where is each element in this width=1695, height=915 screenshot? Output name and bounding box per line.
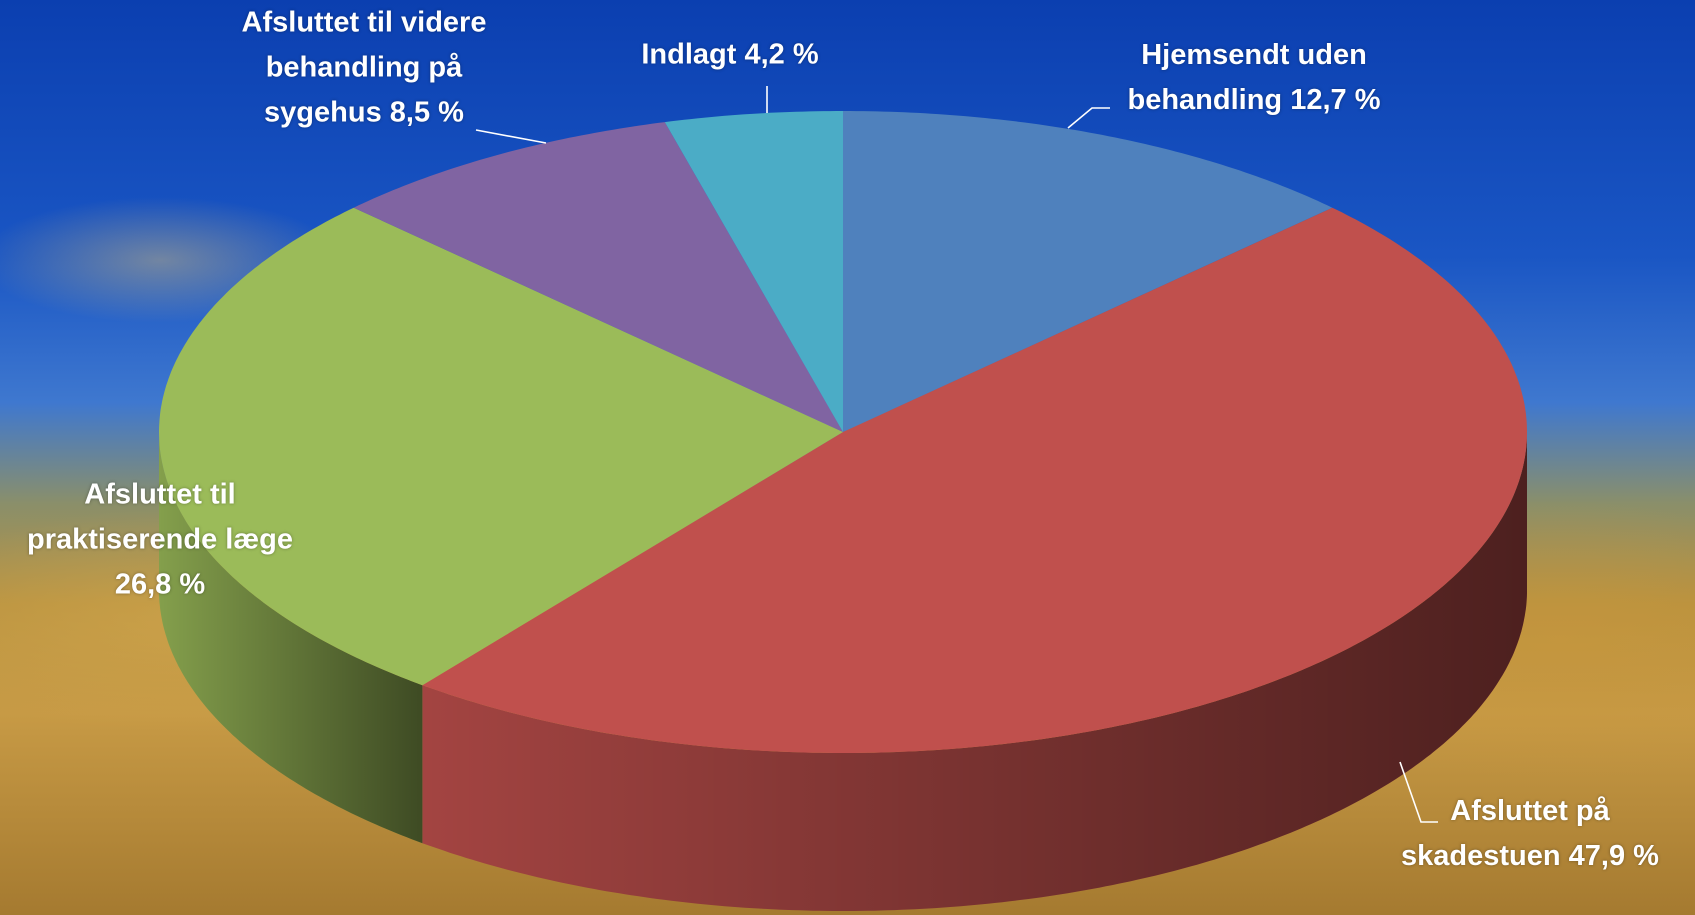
chart <box>0 0 1695 915</box>
value-label: 47,9 % <box>1569 840 1659 872</box>
data-label: Afsluttet til praktiserende læge 26,8 % <box>10 473 310 608</box>
value-label: 4,2 % <box>744 39 818 71</box>
data-label: Indlagt 4,2 % <box>600 33 860 78</box>
value-label: 26,8 % <box>115 569 205 601</box>
slide: Hjemsendt uden behandling 12,7 % Afslutte… <box>0 0 1695 915</box>
category-name: Afsluttet til praktiserende læge <box>27 479 293 556</box>
pie-tops <box>159 111 1527 753</box>
category-name: Indlagt <box>641 39 736 71</box>
data-label: Afsluttet til videre behandling på sygeh… <box>209 1 519 136</box>
value-label: 12,7 % <box>1290 84 1380 116</box>
value-label: 8,5 % <box>390 97 464 129</box>
data-label: Hjemsendt uden behandling 12,7 % <box>1104 33 1404 123</box>
data-label: Afsluttet på skadestuen 47,9 % <box>1380 789 1680 879</box>
